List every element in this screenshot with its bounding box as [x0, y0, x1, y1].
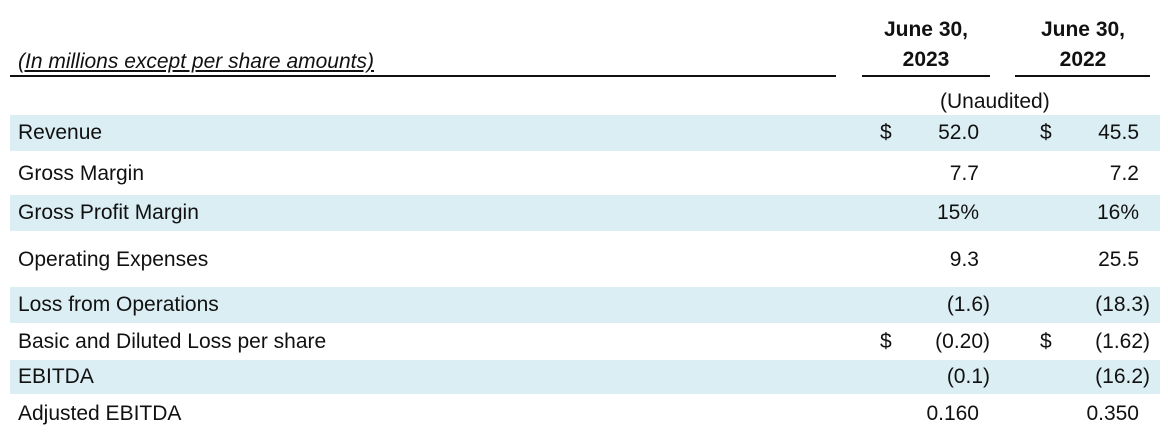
row-label: Loss from Operations: [18, 293, 219, 316]
currency: $: [880, 330, 892, 353]
row-label: Gross Profit Margin: [18, 201, 199, 224]
cell-value: 45.5: [1098, 121, 1139, 144]
currency: $: [880, 121, 892, 144]
header-rule: [862, 75, 990, 77]
cell-value: 25.5: [1098, 248, 1139, 271]
row-band: [10, 360, 1160, 394]
cell-value: 7.7: [949, 162, 979, 185]
row-label: Operating Expenses: [18, 248, 209, 271]
currency: $: [1040, 121, 1052, 144]
row-band: [10, 115, 1160, 151]
caption: (In millions except per share amounts): [18, 50, 374, 73]
header-rule: [10, 75, 836, 77]
cell-value: (16.2): [1095, 365, 1150, 388]
cell-value: (0.1): [946, 365, 990, 388]
cell-value: 16%: [1096, 201, 1139, 224]
cell-value: 7.2: [1109, 162, 1139, 185]
cell-value: 0.160: [926, 402, 979, 425]
row-band: [10, 287, 1160, 323]
cell-value: 0.350: [1086, 402, 1139, 425]
cell-value: (18.3): [1095, 293, 1150, 316]
row-band: [10, 195, 1160, 231]
row-label: Adjusted EBITDA: [18, 402, 182, 425]
row-label: Basic and Diluted Loss per share: [18, 330, 327, 353]
cell-value: 52.0: [938, 121, 979, 144]
header-rule: [1015, 75, 1150, 77]
column-header: June 30,: [1040, 18, 1126, 41]
cell-value: (1.62): [1095, 330, 1150, 353]
cell-value: (0.20): [935, 330, 990, 353]
cell-value: 15%: [936, 201, 979, 224]
column-header: 2023: [902, 48, 950, 71]
row-label: Revenue: [18, 121, 103, 144]
cell-value: 9.3: [949, 248, 979, 271]
row-label: EBITDA: [18, 365, 94, 388]
note: (Unaudited): [940, 90, 1050, 113]
cell-value: (1.6): [946, 293, 990, 316]
column-header: June 30,: [883, 18, 969, 41]
column-header: 2022: [1059, 48, 1107, 71]
currency: $: [1040, 330, 1052, 353]
row-label: Gross Margin: [18, 162, 145, 185]
